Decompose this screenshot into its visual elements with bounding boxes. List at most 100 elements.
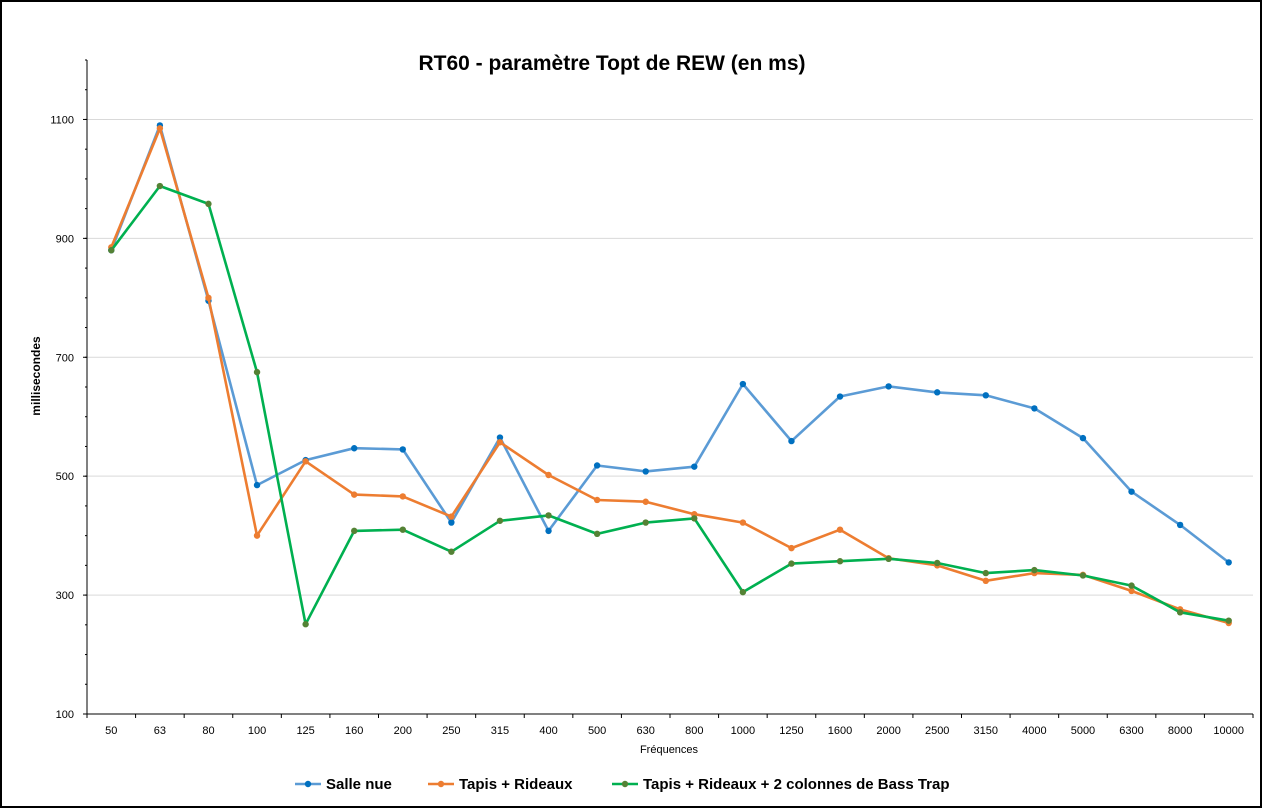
chart-title: RT60 - paramètre Topt de REW (en ms): [418, 52, 805, 75]
data-point: [253, 481, 261, 489]
data-point: [253, 532, 261, 539]
data-point: [351, 445, 358, 452]
x-tick-label: 200: [394, 725, 412, 737]
data-point: [885, 555, 892, 563]
data-point: [1031, 405, 1038, 412]
x-tick-label: 1600: [828, 725, 852, 737]
y-tick-label: 1100: [50, 114, 74, 126]
legend-swatch-marker: [621, 780, 629, 788]
data-point: [642, 519, 649, 526]
data-point: [448, 548, 455, 555]
y-tick-label: 900: [56, 233, 74, 245]
data-point: [1079, 572, 1087, 579]
series-line: [110, 124, 1230, 564]
x-tick-label: 2500: [925, 725, 949, 737]
x-tick-label: 10000: [1213, 725, 1244, 737]
x-tick-label: 50: [105, 725, 117, 737]
axis-layer: 100 300 500 700 900 1100 50 63 80 100 125 160 200 250…: [50, 59, 1254, 737]
data-point: [302, 621, 309, 628]
legend-label: Salle nue: [326, 776, 392, 793]
data-point: [982, 577, 989, 585]
x-tick-label: 800: [685, 725, 703, 737]
legend-swatch-marker: [437, 780, 445, 788]
y-tick-label: 100: [56, 709, 74, 721]
data-point: [836, 558, 844, 565]
x-tick-label: 630: [637, 725, 655, 737]
data-point: [448, 513, 455, 520]
data-point: [739, 588, 747, 596]
x-axis-title: Fréquences: [640, 744, 699, 756]
x-tick-label: 2000: [876, 725, 900, 737]
data-point: [593, 496, 601, 504]
y-tick-label: 300: [56, 590, 74, 602]
x-tick-label: 500: [588, 725, 606, 737]
data-point: [1225, 559, 1232, 566]
data-point: [253, 368, 261, 376]
data-point: [1225, 617, 1232, 624]
data-point: [691, 515, 698, 522]
data-point: [642, 468, 649, 475]
x-tick-label: 100: [248, 725, 266, 737]
data-point: [205, 200, 212, 208]
data-point: [642, 498, 649, 505]
data-point: [545, 512, 552, 519]
data-point: [108, 247, 115, 254]
x-tick-label: 1000: [731, 725, 755, 737]
legend-item-1: Salle nue: [295, 776, 392, 793]
legend-item-2: Tapis + Rideaux: [428, 776, 573, 793]
x-tick-label: 5000: [1071, 725, 1095, 737]
data-point: [982, 569, 989, 577]
x-tick-label: 315: [491, 725, 509, 737]
x-tick-label: 6300: [1119, 725, 1143, 737]
data-point: [545, 471, 552, 479]
data-point: [1176, 609, 1184, 616]
data-point: [351, 491, 358, 498]
x-tick-label: 63: [154, 725, 166, 737]
data-point: [836, 393, 844, 400]
data-point: [496, 439, 504, 446]
data-point: [496, 517, 504, 524]
data-point: [788, 544, 795, 552]
x-tick-label: 3150: [974, 725, 998, 737]
legend-label: Tapis + Rideaux + 2 colonnes de Bass Tra…: [643, 776, 950, 793]
data-point: [399, 526, 406, 533]
x-tick-label: 1250: [779, 725, 803, 737]
x-tick-label: 4000: [1022, 725, 1046, 737]
data-point: [399, 493, 406, 500]
data-point: [1128, 587, 1135, 595]
x-tick-label: 8000: [1168, 725, 1192, 737]
data-point: [836, 526, 844, 533]
data-point: [156, 182, 164, 190]
series-line: [110, 184, 1229, 626]
data-point: [205, 294, 212, 302]
legend-swatch-marker: [304, 780, 312, 788]
x-tick-label: 125: [296, 725, 314, 737]
data-point: [739, 519, 747, 526]
series-layer: [108, 122, 1232, 628]
grid-layer: [87, 118, 1253, 596]
data-point: [691, 463, 698, 470]
legend-item-3: Tapis + Rideaux + 2 colonnes de Bass Tra…: [612, 776, 950, 793]
series-3: [108, 182, 1232, 628]
y-tick-label: 500: [56, 471, 74, 483]
data-point: [1128, 488, 1135, 495]
data-point: [593, 530, 601, 538]
data-point: [593, 462, 601, 469]
legend: Salle nue Tapis + Rideaux Tapis + Rideaux …: [295, 776, 950, 793]
data-point: [788, 437, 795, 445]
x-tick-label: 80: [202, 725, 214, 737]
data-point: [545, 527, 552, 535]
data-point: [885, 383, 892, 390]
data-point: [399, 446, 406, 453]
data-point: [788, 560, 795, 567]
x-tick-label: 160: [345, 725, 363, 737]
series-line: [110, 127, 1230, 625]
data-point: [448, 519, 455, 526]
x-tick-label: 400: [539, 725, 557, 737]
x-tick-label: 250: [442, 725, 460, 737]
data-point: [1079, 434, 1087, 442]
data-point: [496, 434, 504, 441]
series-2: [108, 125, 1232, 627]
